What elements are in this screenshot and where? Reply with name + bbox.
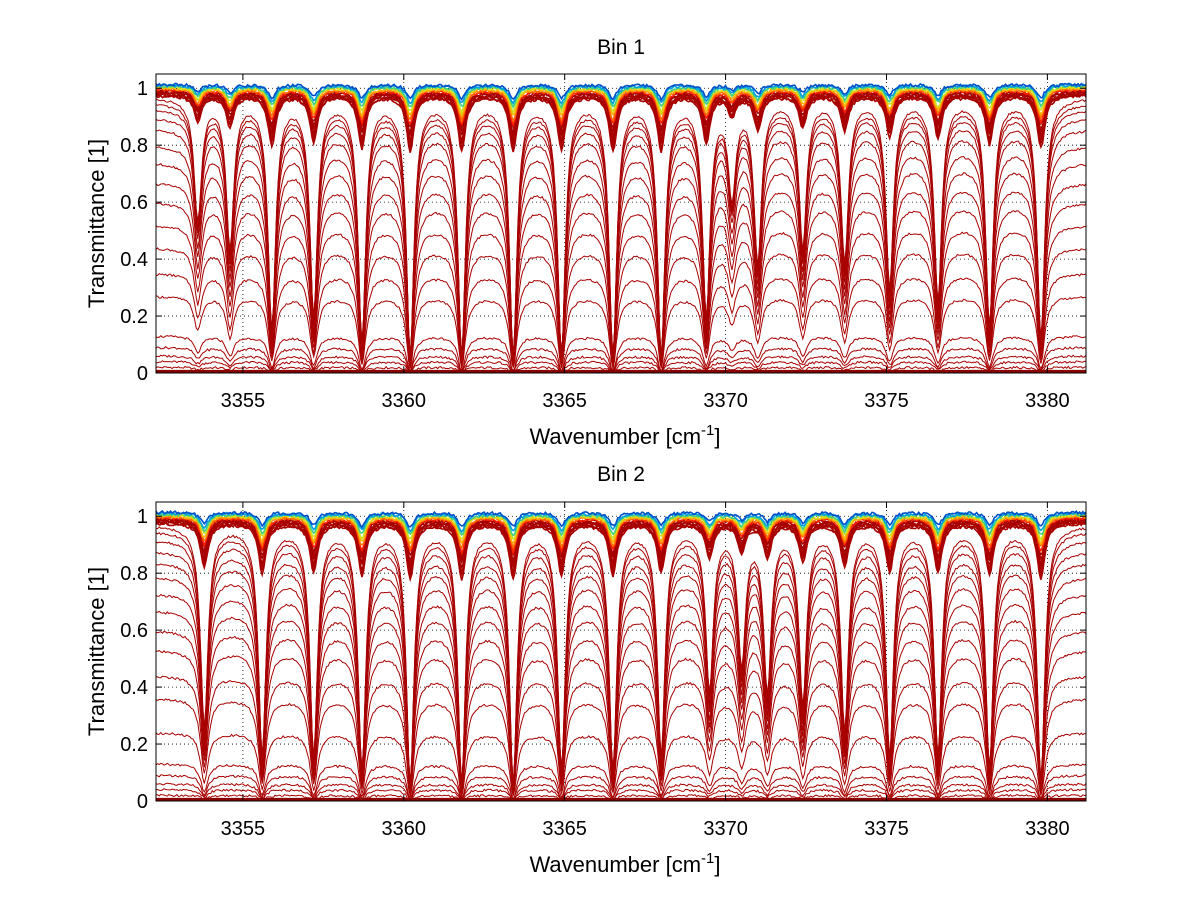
- series-line: [155, 82, 1087, 102]
- ticks: 3355 3360 3365 3370 3375 3380 0 0.2 0.4 0.6 0.8 1: [120, 74, 1086, 412]
- x-tick-label: 3365: [542, 390, 587, 412]
- x-tick-label: 3360: [382, 390, 427, 412]
- y-tick-label: 0: [137, 791, 148, 813]
- x-tick-label: 3370: [703, 818, 748, 840]
- series-line: [155, 512, 1087, 542]
- x-tick-label: 3375: [864, 390, 909, 412]
- chart-panel-bin-1: 3355 3360 3365 3370 3375 3380 0 0.2 0.4 0.6 0.8 1 B…: [84, 36, 1087, 449]
- y-tick-label: 1: [137, 506, 148, 528]
- x-tick-label: 3370: [703, 390, 748, 412]
- axes-frame: [155, 501, 1087, 802]
- y-tick-label: 0.2: [120, 734, 148, 756]
- series-line: [155, 788, 1087, 802]
- y-tick-label: 1: [137, 78, 148, 100]
- series-lines: [155, 82, 1087, 374]
- ticks: 3355 3360 3365 3370 3375 3380 0 0.2 0.4 0.6 0.8 1: [120, 502, 1086, 840]
- series-line: [155, 675, 1087, 795]
- series-line: [155, 335, 1087, 374]
- series-line: [155, 511, 1087, 533]
- series-line: [155, 83, 1087, 106]
- y-tick-label: 0.8: [120, 135, 148, 157]
- series-line: [155, 295, 1086, 369]
- x-tick-label: 3375: [864, 818, 909, 840]
- series-line: [155, 774, 1087, 802]
- series-lines: [155, 509, 1087, 802]
- chart-title: Bin 2: [597, 463, 645, 486]
- series-line: [155, 762, 1087, 802]
- plot-area: [156, 74, 1086, 373]
- x-tick-label: 3360: [382, 818, 427, 840]
- axes-frame: [155, 73, 1087, 374]
- series-line: [155, 526, 1087, 786]
- series-line: [155, 272, 1087, 369]
- series-line: [155, 84, 1087, 110]
- x-axis-label: Wavenumber [cm-1]: [529, 850, 720, 877]
- y-tick-label: 0.6: [120, 620, 148, 642]
- series-line: [155, 731, 1086, 798]
- series-line: [155, 698, 1087, 796]
- y-tick-label: 0.6: [120, 192, 148, 214]
- y-tick-label: 0.4: [120, 249, 148, 271]
- chart-title: Bin 1: [597, 36, 645, 59]
- x-tick-label: 3380: [1025, 818, 1070, 840]
- series-line: [155, 511, 1087, 537]
- x-tick-label: 3380: [1025, 390, 1070, 412]
- chart-panel-bin-2: 3355 3360 3365 3370 3375 3380 0 0.2 0.4 0.6 0.8 1 B…: [84, 463, 1087, 877]
- y-tick-label: 0: [137, 363, 148, 385]
- series-line: [155, 509, 1087, 529]
- series-line: [155, 98, 1087, 359]
- series-line: [155, 346, 1087, 374]
- x-tick-label: 3355: [221, 390, 266, 412]
- x-tick-label: 3365: [542, 818, 587, 840]
- y-axis-label: Transmittance [1]: [84, 139, 109, 308]
- series-line: [155, 360, 1087, 374]
- series-line: [155, 354, 1087, 374]
- y-tick-label: 0.2: [120, 306, 148, 328]
- x-axis-label: Wavenumber [cm-1]: [529, 422, 720, 449]
- x-tick-label: 3355: [221, 818, 266, 840]
- y-axis-label: Transmittance [1]: [84, 567, 109, 736]
- y-tick-label: 0.4: [120, 677, 148, 699]
- series-line: [155, 247, 1086, 367]
- y-tick-label: 0.8: [120, 563, 148, 585]
- series-line: [155, 782, 1087, 802]
